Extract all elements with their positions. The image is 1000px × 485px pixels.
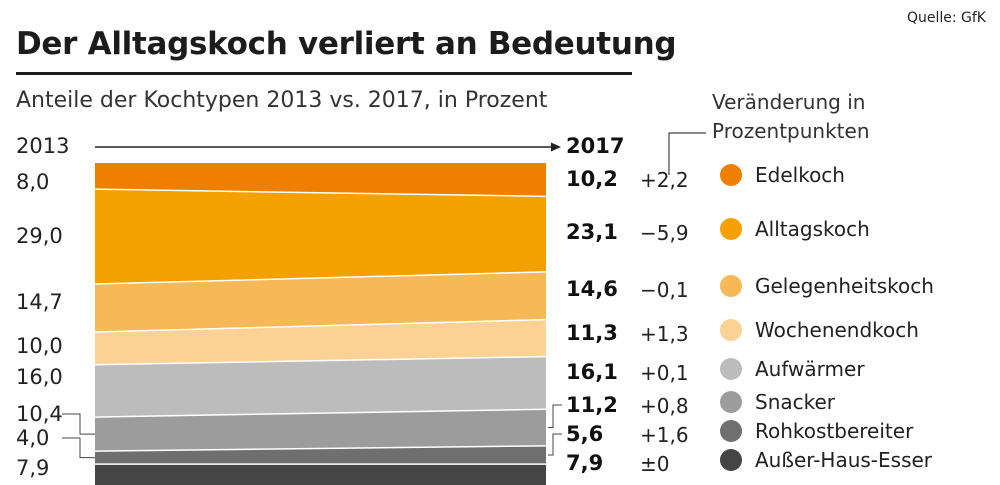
- value-2013-aufwaermer: 16,0: [16, 365, 63, 389]
- legend-item-aufwaermer: Aufwärmer: [720, 357, 865, 381]
- legend-item-alltagskoch: Alltagskoch: [720, 217, 870, 241]
- source-note: Quelle: GfK: [906, 10, 986, 26]
- x-label-2017: 2017: [566, 134, 625, 158]
- change-rohkostbereiter: +1,6: [640, 423, 689, 447]
- area-alltagskoch: [95, 189, 546, 284]
- value-2017-aufwaermer: 16,1: [566, 360, 618, 384]
- chart-subtitle: Anteile der Kochtypen 2013 vs. 2017, in …: [16, 88, 548, 113]
- legend-swatch: [720, 358, 742, 380]
- area-ausser-haus-esser: [95, 464, 546, 485]
- change-ausser-haus-esser: ±0: [640, 452, 670, 476]
- title-rule: [16, 72, 632, 75]
- chart-title: Der Alltagskoch verliert an Bedeutung: [16, 26, 677, 62]
- legend-item-rohkostbereiter: Rohkostbereiter: [720, 419, 913, 443]
- value-2017-rohkostbereiter: 5,6: [566, 422, 604, 446]
- value-2013-wochenendkoch: 10,0: [16, 334, 63, 358]
- legend-label: Gelegenheitskoch: [755, 274, 934, 298]
- change-alltagskoch: −5,9: [640, 221, 689, 245]
- change-aufwaermer: +0,1: [640, 361, 689, 385]
- value-2017-gelegenheitskoch: 14,6: [566, 277, 618, 301]
- legend-item-snacker: Snacker: [720, 390, 835, 414]
- legend-label: Rohkostbereiter: [755, 419, 914, 443]
- area-rohkostbereiter: [95, 446, 546, 464]
- leader-2017-rohkostbereiter: [548, 433, 562, 456]
- legend-item-ausser-haus-esser: Außer-Haus-Esser: [720, 448, 932, 472]
- legend-swatch: [720, 164, 742, 186]
- value-2013-gelegenheitskoch: 14,7: [16, 290, 63, 314]
- legend-item-edelkoch: Edelkoch: [720, 163, 845, 187]
- timeline-arrowhead: [551, 142, 561, 152]
- value-2017-snacker: 11,2: [566, 393, 618, 417]
- change-gelegenheitskoch: −0,1: [640, 278, 689, 302]
- value-2013-snacker: 10,4: [16, 402, 63, 426]
- change-header-line-2: Prozentpunkten: [712, 119, 870, 143]
- legend-label: Alltagskoch: [755, 217, 870, 241]
- value-2017-edelkoch: 10,2: [566, 167, 618, 191]
- legend-item-gelegenheitskoch: Gelegenheitskoch: [720, 274, 934, 298]
- leader-2017-snacker: [548, 404, 562, 429]
- leader-2013-rohkostbereiter: [62, 437, 95, 459]
- value-2013-alltagskoch: 29,0: [16, 224, 63, 248]
- area-gelegenheitskoch: [95, 272, 546, 332]
- value-2017-wochenendkoch: 11,3: [566, 321, 618, 345]
- legend-label: Edelkoch: [755, 163, 845, 187]
- area-edelkoch: [95, 163, 546, 196]
- value-2013-ausser-haus-esser: 7,9: [16, 456, 50, 480]
- area-wochenendkoch: [95, 320, 546, 365]
- legend-swatch: [720, 391, 742, 413]
- legend-swatch: [720, 319, 742, 341]
- legend-label: Außer-Haus-Esser: [755, 448, 933, 472]
- legend-swatch: [720, 420, 742, 442]
- change-wochenendkoch: +1,3: [640, 322, 689, 346]
- value-2013-rohkostbereiter: 4,0: [16, 426, 50, 450]
- area-snacker: [95, 409, 546, 451]
- legend-item-wochenendkoch: Wochenendkoch: [720, 318, 919, 342]
- value-2017-ausser-haus-esser: 7,9: [566, 451, 604, 475]
- legend-label: Aufwärmer: [755, 357, 865, 381]
- change-edelkoch: +2,2: [640, 168, 689, 192]
- area-aufwaermer: [95, 357, 546, 417]
- change-snacker: +0,8: [640, 394, 689, 418]
- leader-2013-snacker: [62, 413, 95, 435]
- x-label-2013: 2013: [16, 134, 70, 158]
- legend-label: Wochenendkoch: [755, 318, 919, 342]
- legend-swatch: [720, 218, 742, 240]
- change-header: Veränderung in Prozentpunkten: [712, 88, 870, 146]
- legend-label: Snacker: [755, 390, 836, 414]
- change-header-line-1: Veränderung in: [712, 90, 866, 114]
- value-2013-edelkoch: 8,0: [16, 170, 50, 194]
- legend-swatch: [720, 449, 742, 471]
- value-2017-alltagskoch: 23,1: [566, 220, 618, 244]
- change-header-connector: [668, 132, 706, 175]
- legend-swatch: [720, 275, 742, 297]
